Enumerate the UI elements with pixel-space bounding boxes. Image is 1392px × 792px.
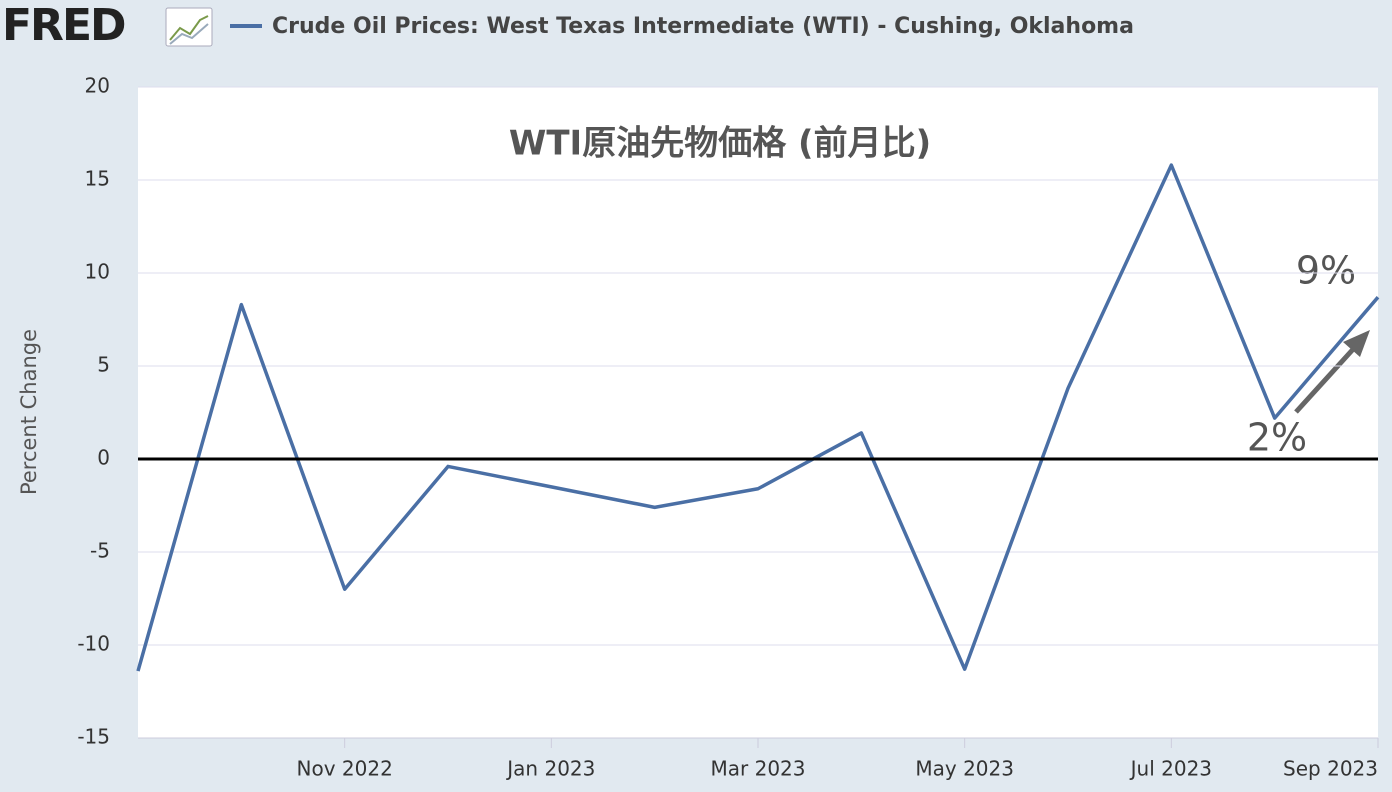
x-tick-label: Mar 2023 (711, 757, 806, 781)
x-tick-label: Sep 2023 (1283, 757, 1378, 781)
plot-area (138, 87, 1378, 738)
y-tick-label: 20 (85, 74, 110, 98)
y-tick-label: -10 (77, 632, 110, 656)
annotation: 9% (1296, 249, 1356, 293)
annotation: 2% (1247, 416, 1307, 460)
chart-title: WTI原油先物価格 (前月比) (509, 124, 931, 164)
y-tick-label: -15 (77, 725, 110, 749)
legend-label: Crude Oil Prices: West Texas Intermediat… (272, 14, 1134, 39)
y-axis-label: Percent Change (17, 329, 41, 495)
data-line (136, 163, 1380, 672)
y-tick-label: 0 (97, 446, 110, 470)
logo: FRED (2, 0, 125, 51)
x-tick-label: Nov 2022 (297, 757, 393, 781)
x-tick-label: May 2023 (915, 757, 1014, 781)
logo-icon (165, 7, 213, 47)
y-tick-label: 10 (85, 260, 110, 284)
y-tick-label: -5 (90, 539, 110, 563)
x-tick-label: Jan 2023 (505, 757, 595, 781)
annotation-arrow (1294, 330, 1370, 414)
y-tick-label: 5 (97, 353, 110, 377)
y-tick-label: 15 (85, 167, 110, 191)
x-tick-label: Jul 2023 (1129, 757, 1212, 781)
